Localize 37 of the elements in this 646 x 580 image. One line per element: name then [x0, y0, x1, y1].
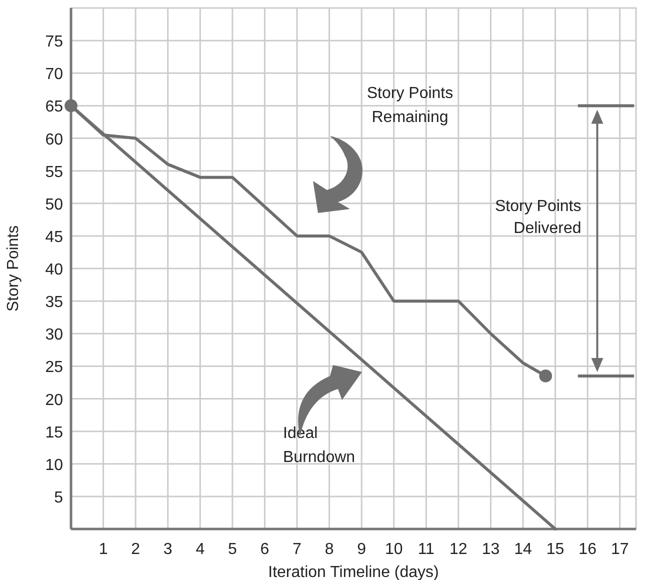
- x-axis-title: Iteration Timeline (days): [268, 564, 439, 580]
- x-tick-label: 4: [196, 541, 205, 558]
- y-tick-label: 15: [45, 424, 64, 442]
- annotation: Ideal Burndown: [283, 425, 356, 466]
- y-tick-label: 40: [45, 262, 64, 278]
- annotation: Story Points Delivered: [494, 198, 582, 237]
- x-tick-label: 1: [98, 541, 108, 558]
- annotation: Story Points Remaining: [366, 85, 454, 126]
- y-tick-label: 70: [45, 66, 64, 84]
- x-tick-label: 3: [163, 541, 172, 558]
- x-tick-label: 8: [324, 541, 334, 558]
- y-axis-title: Story Points: [5, 225, 22, 312]
- x-tick-label: 13: [482, 541, 500, 558]
- x-tick-label: 2: [131, 541, 140, 558]
- y-tick-label: 65: [45, 98, 64, 116]
- y-tick-label: 75: [45, 34, 64, 51]
- y-tick-label: 20: [45, 392, 64, 409]
- y-tick-label: 35: [45, 294, 64, 312]
- x-tick-label: 12: [450, 541, 468, 558]
- x-tick-label: 9: [357, 541, 366, 558]
- y-tick-label: 60: [45, 131, 64, 148]
- x-tick-label: 11: [418, 541, 435, 558]
- x-tick-label: 10: [384, 541, 403, 558]
- y-tick-label: 55: [45, 164, 64, 181]
- y-tick-label: 30: [45, 326, 64, 344]
- x-tick-label: 17: [610, 541, 629, 558]
- y-tick-label: 50: [45, 196, 64, 214]
- y-tick-label: 45: [45, 228, 64, 246]
- x-tick-label: 6: [260, 541, 270, 558]
- x-tick-label: 16: [578, 541, 597, 558]
- y-tick-label: 10: [45, 456, 64, 474]
- x-tick-label: 5: [228, 541, 237, 558]
- x-tick-label: 7: [292, 541, 302, 558]
- y-tick-label: 5: [54, 489, 64, 506]
- x-tick-label: 14: [514, 541, 532, 558]
- y-tick-label: 25: [45, 359, 64, 376]
- x-tick-label: 15: [546, 541, 564, 558]
